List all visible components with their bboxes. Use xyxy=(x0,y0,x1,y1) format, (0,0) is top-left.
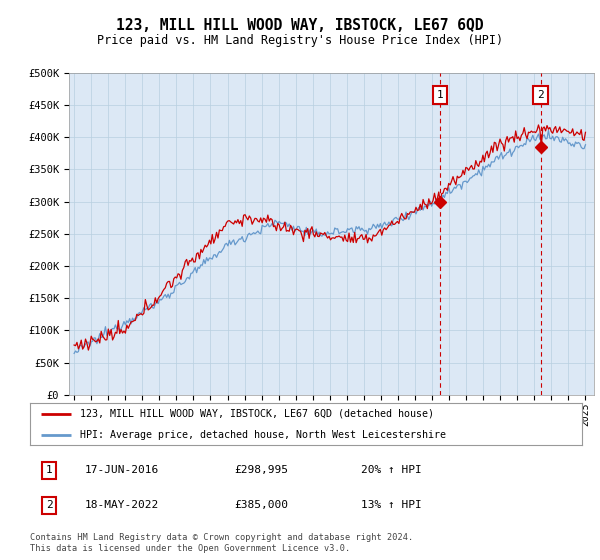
Text: 2: 2 xyxy=(46,501,53,510)
Text: 2: 2 xyxy=(537,90,544,100)
Text: HPI: Average price, detached house, North West Leicestershire: HPI: Average price, detached house, Nort… xyxy=(80,430,446,440)
Text: 1: 1 xyxy=(46,465,53,475)
Text: £385,000: £385,000 xyxy=(234,501,288,510)
Text: 20% ↑ HPI: 20% ↑ HPI xyxy=(361,465,422,475)
Text: £298,995: £298,995 xyxy=(234,465,288,475)
Text: 17-JUN-2016: 17-JUN-2016 xyxy=(85,465,160,475)
Text: 123, MILL HILL WOOD WAY, IBSTOCK, LE67 6QD (detached house): 123, MILL HILL WOOD WAY, IBSTOCK, LE67 6… xyxy=(80,409,434,419)
Text: 18-MAY-2022: 18-MAY-2022 xyxy=(85,501,160,510)
Text: 13% ↑ HPI: 13% ↑ HPI xyxy=(361,501,422,510)
Text: Price paid vs. HM Land Registry's House Price Index (HPI): Price paid vs. HM Land Registry's House … xyxy=(97,34,503,47)
Text: Contains HM Land Registry data © Crown copyright and database right 2024.
This d: Contains HM Land Registry data © Crown c… xyxy=(30,533,413,553)
Text: 123, MILL HILL WOOD WAY, IBSTOCK, LE67 6QD: 123, MILL HILL WOOD WAY, IBSTOCK, LE67 6… xyxy=(116,18,484,32)
Text: 1: 1 xyxy=(437,90,443,100)
